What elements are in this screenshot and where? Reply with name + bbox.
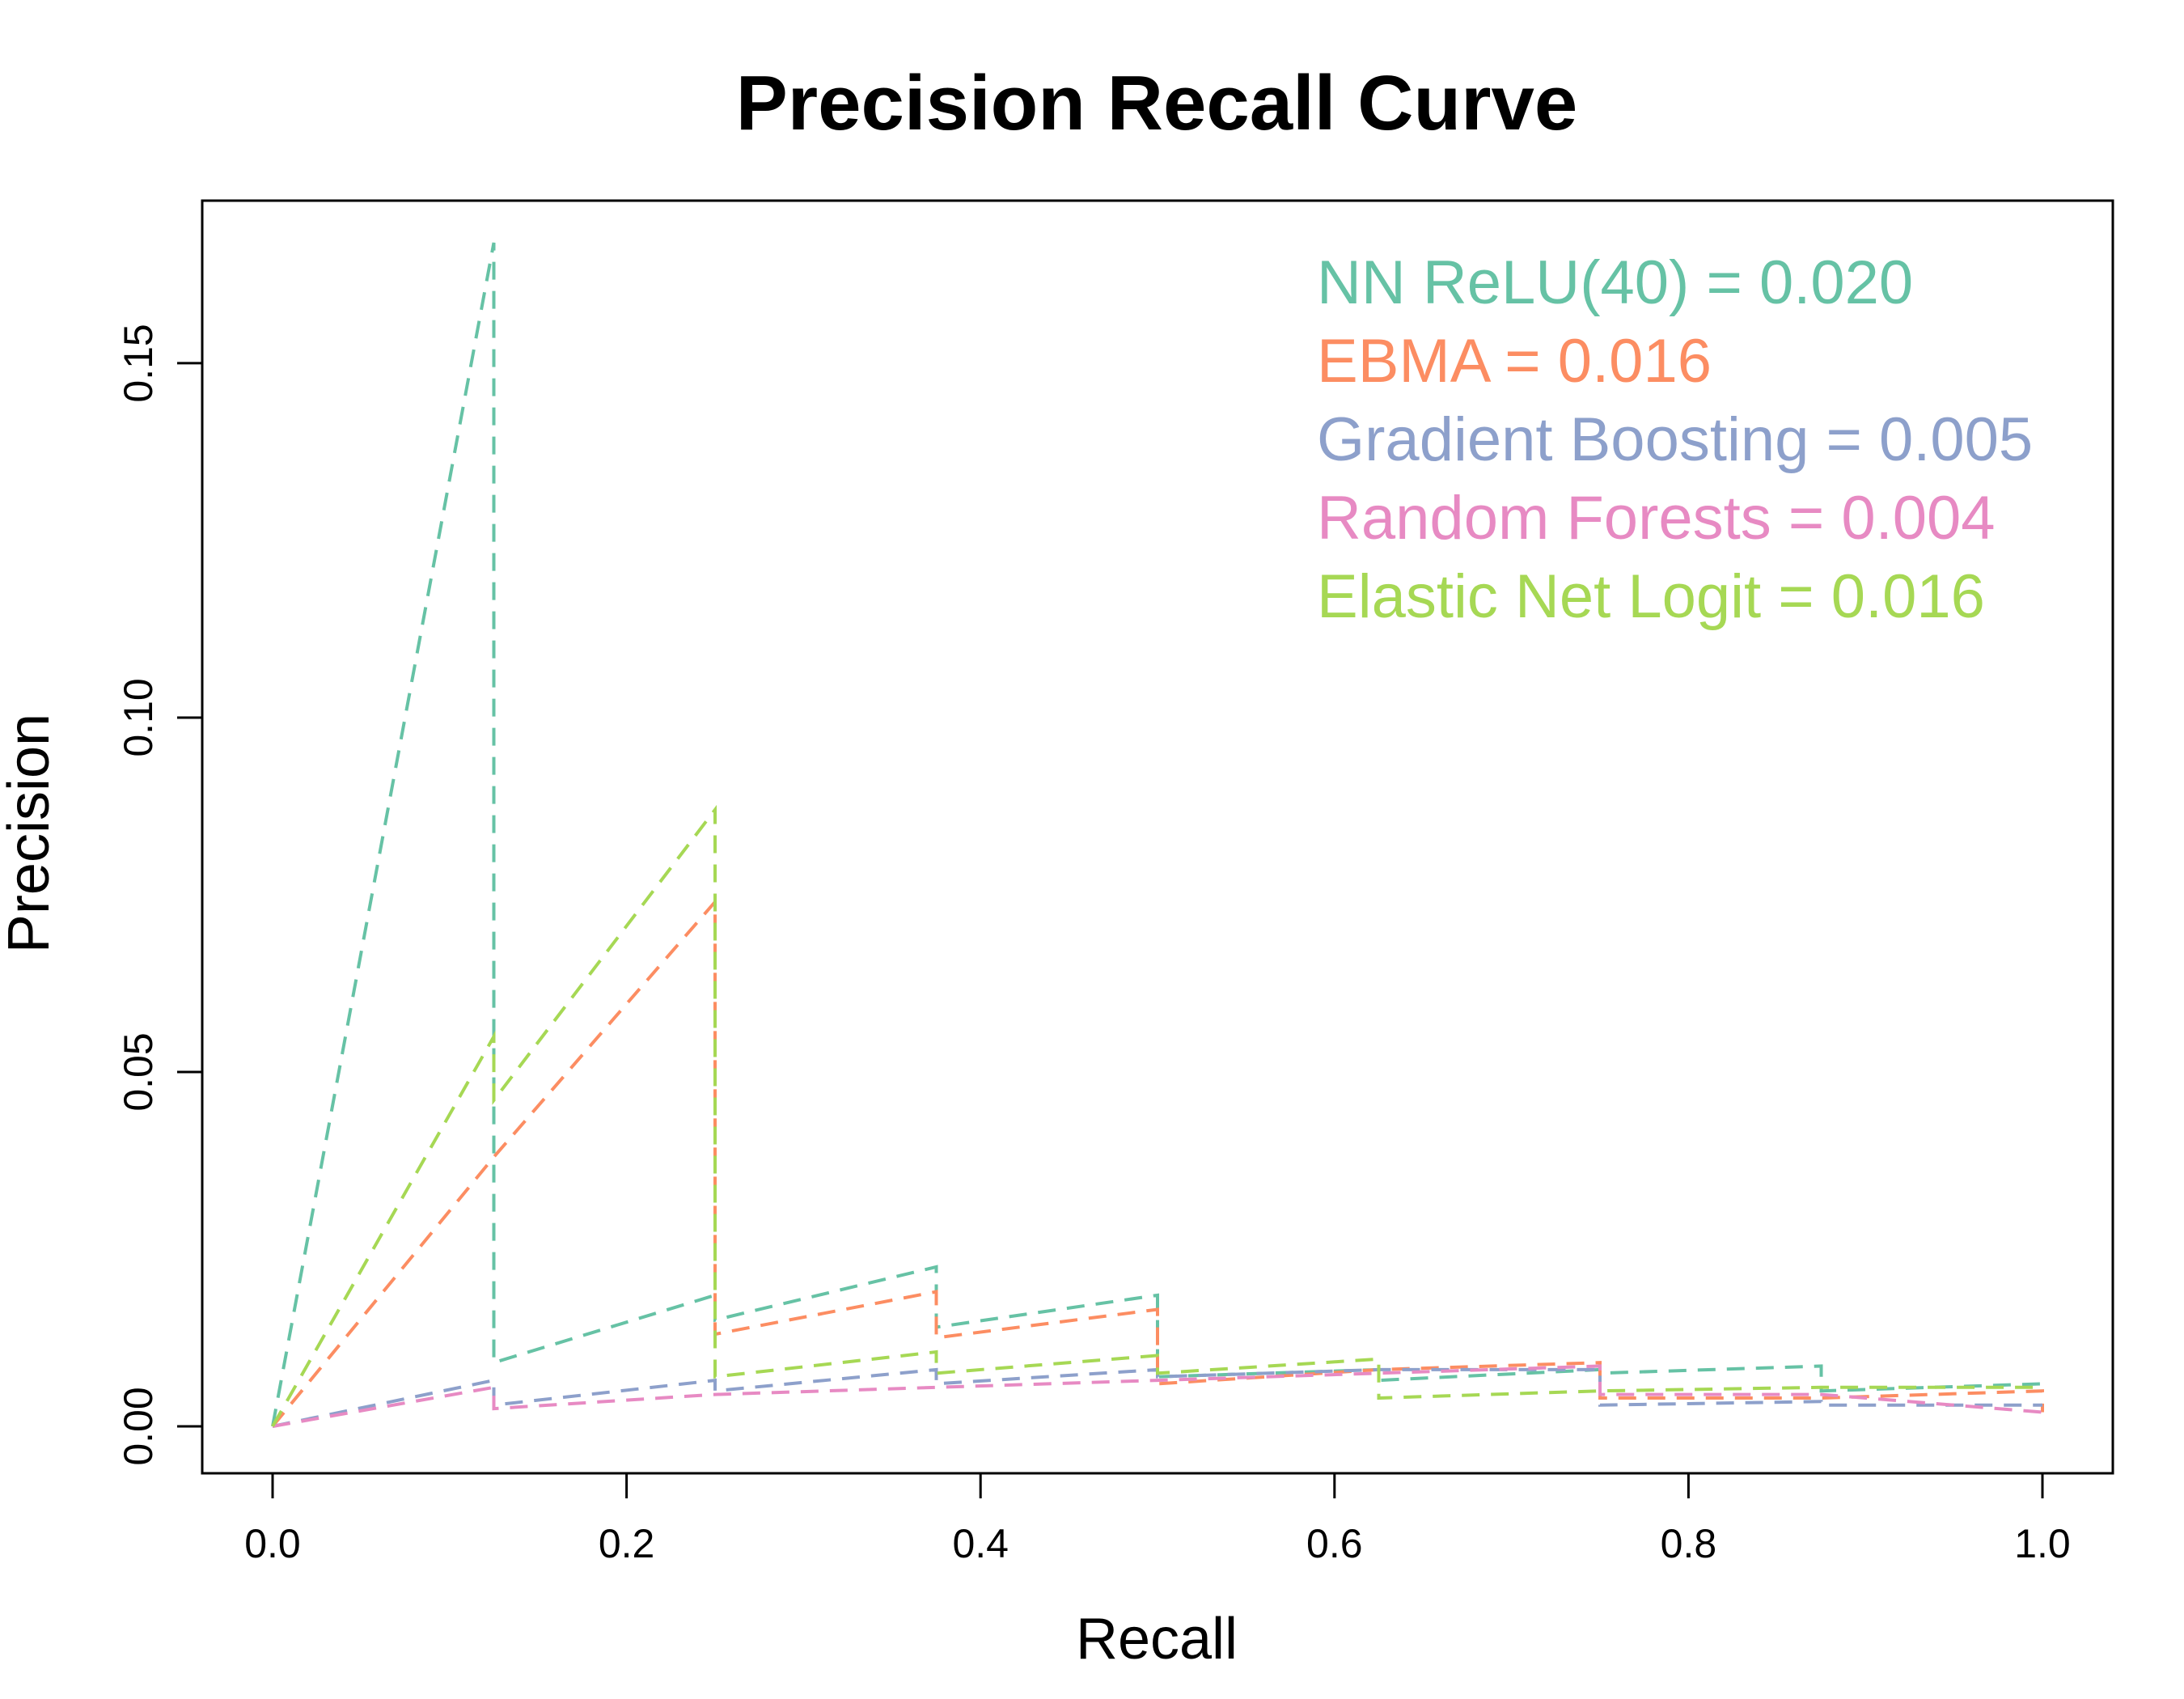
series-line-1 — [271, 897, 2044, 1428]
series-line-4 — [271, 804, 2042, 1427]
legend-entry-4: Elastic Net Logit = 0.016 — [1317, 562, 1985, 631]
plot-frame — [201, 199, 2114, 1475]
legend-entry-2: Gradient Boosting = 0.005 — [1317, 405, 2033, 474]
legend-entry-0: NN ReLU(40) = 0.020 — [1317, 248, 1913, 317]
x-tick-label: 0.6 — [1306, 1521, 1363, 1566]
series-group — [271, 242, 2044, 1428]
series-line-3 — [272, 1364, 2043, 1428]
x-tick-label: 0.0 — [244, 1521, 301, 1566]
x-tick-label: 1.0 — [2014, 1521, 2071, 1566]
y-tick-label: 0.00 — [116, 1387, 161, 1465]
legend: NN ReLU(40) = 0.020 EBMA = 0.016 Gradient … — [1317, 248, 2033, 631]
y-axis: 0.00 0.05 0.10 0.15 — [116, 324, 204, 1466]
x-tick-label: 0.2 — [599, 1521, 655, 1566]
x-axis: 0.0 0.2 0.4 0.6 0.8 1.0 — [244, 1472, 2071, 1566]
legend-entry-1: EBMA = 0.016 — [1317, 327, 1712, 396]
x-tick-label: 0.8 — [1661, 1521, 1717, 1566]
legend-entry-3: Random Forests = 0.004 — [1317, 484, 1996, 553]
y-axis-label: Precision — [0, 714, 61, 953]
chart-title: Precision Recall Curve — [736, 60, 1577, 146]
x-axis-label: Recall — [1076, 1607, 1238, 1671]
y-tick-label: 0.05 — [116, 1032, 161, 1111]
y-tick-label: 0.15 — [116, 324, 161, 402]
y-tick-label: 0.10 — [116, 678, 161, 756]
x-tick-label: 0.4 — [952, 1521, 1009, 1566]
